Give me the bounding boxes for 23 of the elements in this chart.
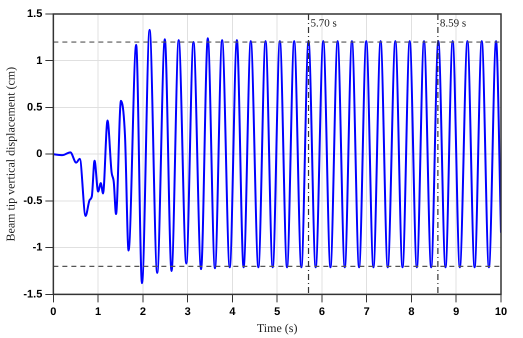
x-tick-label: 5: [274, 306, 280, 318]
y-tick-label: 1.5: [27, 8, 42, 20]
y-tick-label: 0.5: [27, 102, 42, 114]
y-axis-title: Beam tip vertical displacement (cm): [3, 66, 18, 242]
ref-line-label: 8.59 s: [440, 17, 466, 30]
x-tick-label: 7: [364, 306, 370, 318]
y-tick-label: -0.5: [23, 194, 42, 207]
x-tick-label: 10: [494, 306, 508, 318]
x-tick-label: 6: [318, 306, 326, 318]
x-tick-label: 4: [229, 306, 236, 318]
ref-line-label: 5.70 s: [310, 17, 337, 30]
x-tick-label: 3: [184, 306, 191, 318]
y-tick-label: 1: [36, 54, 42, 67]
x-tick-label: 0: [50, 306, 56, 318]
y-tick-label: -1: [32, 242, 42, 254]
line-series: [53, 28, 501, 284]
y-tick-label: 0: [36, 148, 42, 160]
x-tick-label: 9: [453, 306, 460, 318]
x-tick-label: 8: [408, 306, 415, 318]
x-axis-title: Time (s): [256, 320, 298, 335]
x-tick-label: 1: [95, 306, 102, 318]
x-tick-label: 2: [140, 306, 146, 318]
y-tick-label: -1.5: [23, 288, 42, 300]
